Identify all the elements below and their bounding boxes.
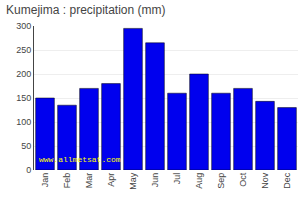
svg-text:Nov: Nov <box>260 172 270 189</box>
svg-text:May: May <box>128 172 138 190</box>
svg-text:300: 300 <box>16 21 31 31</box>
svg-text:Aug: Aug <box>194 173 204 189</box>
svg-text:Kumejima : precipitation (mm): Kumejima : precipitation (mm) <box>6 3 165 17</box>
svg-text:Feb: Feb <box>62 173 72 189</box>
svg-text:www.allmetsat.com: www.allmetsat.com <box>39 155 121 164</box>
svg-text:250: 250 <box>16 45 31 55</box>
svg-text:Mar: Mar <box>84 173 94 189</box>
svg-text:Sep: Sep <box>216 173 226 189</box>
svg-text:Jan: Jan <box>40 173 50 188</box>
svg-text:150: 150 <box>16 93 31 103</box>
svg-text:Apr: Apr <box>106 173 116 187</box>
svg-text:200: 200 <box>16 69 31 79</box>
svg-text:Oct: Oct <box>238 172 248 187</box>
svg-text:50: 50 <box>21 141 31 151</box>
svg-text:Jul: Jul <box>172 173 182 185</box>
svg-text:100: 100 <box>16 117 31 127</box>
svg-text:0: 0 <box>26 165 31 175</box>
svg-text:Dec: Dec <box>282 172 292 189</box>
svg-text:Jun: Jun <box>150 173 160 188</box>
